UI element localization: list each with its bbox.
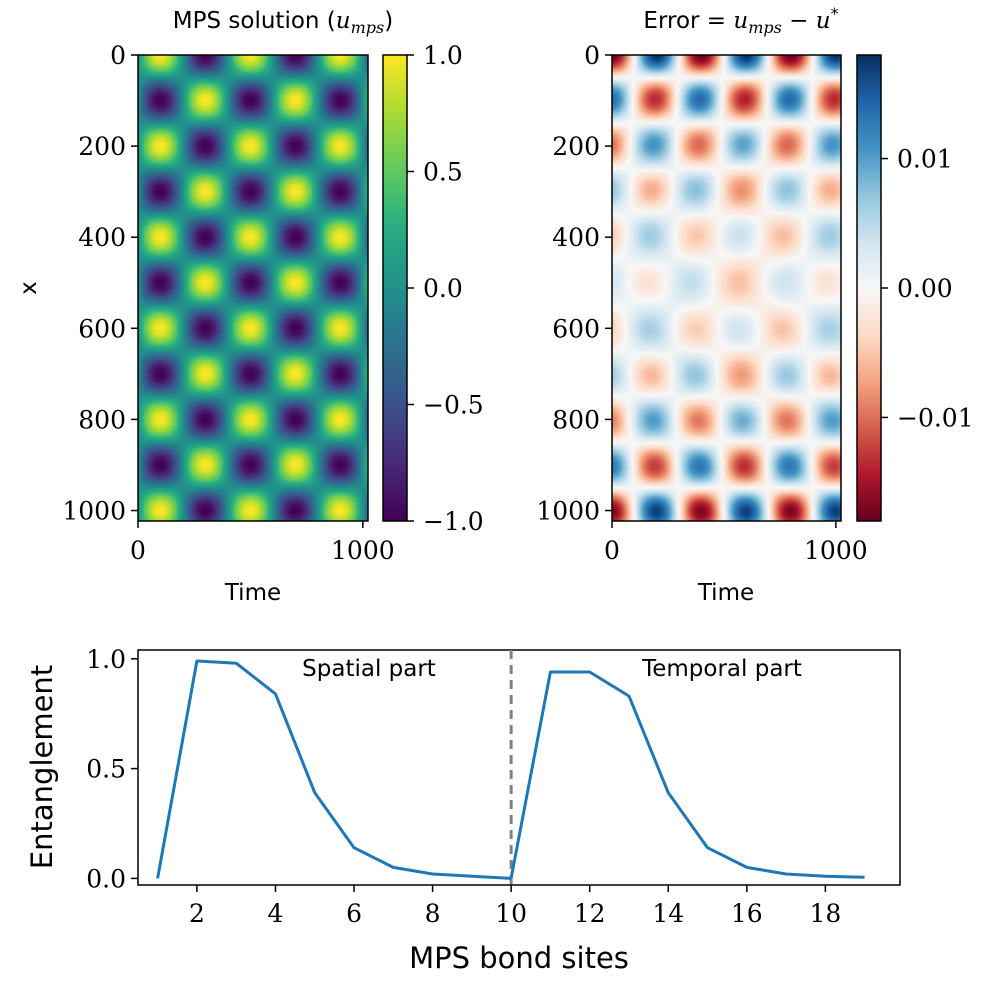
error-xlabel: Time — [697, 580, 754, 606]
mps-solution-panel: MPS solution (umps) 0 1000020040060080010… — [16, 8, 484, 606]
error-panel: Error = umps − u* 0 100002004006008001000… — [536, 4, 973, 606]
entanglement-xtick-label: 2 — [189, 899, 205, 928]
error-ytick-label: 1000 — [536, 497, 600, 526]
mps-solution-heatmap-holder — [138, 55, 368, 521]
mps-solution-frame — [137, 54, 369, 522]
entanglement-ytick-label: 0.0 — [86, 864, 126, 893]
error-ytick-label: 400 — [552, 223, 600, 252]
error-title-prefix: Error = — [643, 8, 733, 34]
error-ytick-label: 0 — [584, 41, 600, 70]
error-heatmap — [612, 55, 841, 521]
error-colorbar-holder — [857, 55, 881, 521]
error-ytick-label: 200 — [552, 132, 600, 161]
error-title-minus: − — [782, 8, 816, 34]
error-colorbar — [857, 55, 881, 521]
error-frame — [611, 54, 842, 522]
mps-solution-title-prefix: MPS solution ( — [173, 8, 336, 34]
entanglement-xtick-label: 10 — [495, 899, 527, 928]
error-xtick-label: 1000 — [804, 536, 868, 565]
entanglement-xtick-label: 4 — [268, 899, 284, 928]
mps-solution-heatmap — [138, 55, 368, 521]
error-heatmap-holder — [612, 55, 841, 521]
entanglement-xtick-label: 8 — [425, 899, 441, 928]
temporal-part-annotation: Temporal part — [641, 656, 802, 682]
mps-solution-ytick-label: 1000 — [62, 497, 126, 526]
mps-colorbar-tick-label: 0.0 — [423, 274, 463, 303]
entanglement-ylabel: Entanglement — [25, 665, 59, 869]
error-title-sup: * — [831, 4, 839, 23]
entanglement-xtick-label: 6 — [346, 899, 362, 928]
mps-colorbar — [383, 55, 407, 521]
error-colorbar-tick-label: 0.00 — [897, 274, 953, 303]
entanglement-xlabel: MPS bond sites — [409, 941, 629, 975]
error-colorbar-tick-label: −0.01 — [897, 403, 974, 432]
error-ytick-label: 600 — [552, 314, 600, 343]
entanglement-xtick-label: 14 — [652, 899, 684, 928]
mps-solution-title-u: u — [336, 8, 351, 34]
mps-solution-xtick-label: 0 — [130, 536, 146, 565]
error-colorbar-ticks: 0.01 0.00 −0.01 — [881, 145, 974, 432]
mps-solution-ytick-label: 200 — [78, 132, 126, 161]
mps-solution-ytick-label: 600 — [78, 314, 126, 343]
mps-solution-ytick-label: 400 — [78, 223, 126, 252]
error-title-u: u — [733, 8, 748, 34]
entanglement-ytick-label: 1.0 — [86, 645, 126, 674]
entanglement-xtick-label: 16 — [731, 899, 763, 928]
mps-colorbar-tick-label: −1.0 — [423, 507, 484, 536]
mps-colorbar-ticks: 1.0 0.5 0.0 −0.5 −1.0 — [407, 41, 484, 536]
entanglement-series — [156, 659, 865, 880]
error-title-sub: mps — [748, 18, 782, 37]
entanglement-frame — [137, 649, 901, 886]
mps-solution-title-close: ) — [384, 8, 393, 34]
mps-solution-ylabel: x — [16, 281, 42, 295]
entanglement-ticks: 2 4 6 8 10 12 14 16 18 0.0 0.5 1.0 — [86, 645, 841, 928]
error-colorbar-tick-label: 0.01 — [897, 145, 953, 174]
entanglement-panel: 2 4 6 8 10 12 14 16 18 0.0 0.5 1.0 Spatial part Tem… — [25, 645, 901, 975]
error-title: Error = umps − u* — [643, 4, 838, 37]
spatial-part-annotation: Spatial part — [302, 656, 436, 682]
entanglement-ytick-label: 0.5 — [86, 755, 126, 784]
error-ytick-label: 800 — [552, 405, 600, 434]
entanglement-xtick-label: 18 — [809, 899, 841, 928]
mps-colorbar-tick-label: −0.5 — [423, 391, 484, 420]
error-xtick-label: 0 — [604, 536, 620, 565]
error-title-u-star: u — [816, 8, 831, 34]
mps-solution-xlabel: Time — [224, 580, 281, 606]
entanglement-xtick-label: 12 — [574, 899, 606, 928]
mps-colorbar-holder — [383, 55, 407, 521]
mps-solution-title-sub: mps — [351, 18, 385, 37]
entanglement-line-spatial — [156, 659, 512, 880]
mps-solution-title: MPS solution (umps) — [173, 8, 393, 37]
mps-solution-ytick-label: 800 — [78, 405, 126, 434]
entanglement-line-temporal — [509, 670, 865, 879]
mps-colorbar-tick-label: 1.0 — [423, 41, 463, 70]
mps-solution-ytick-label: 0 — [110, 41, 126, 70]
mps-solution-xtick-label: 1000 — [331, 536, 395, 565]
mps-colorbar-tick-label: 0.5 — [423, 158, 463, 187]
